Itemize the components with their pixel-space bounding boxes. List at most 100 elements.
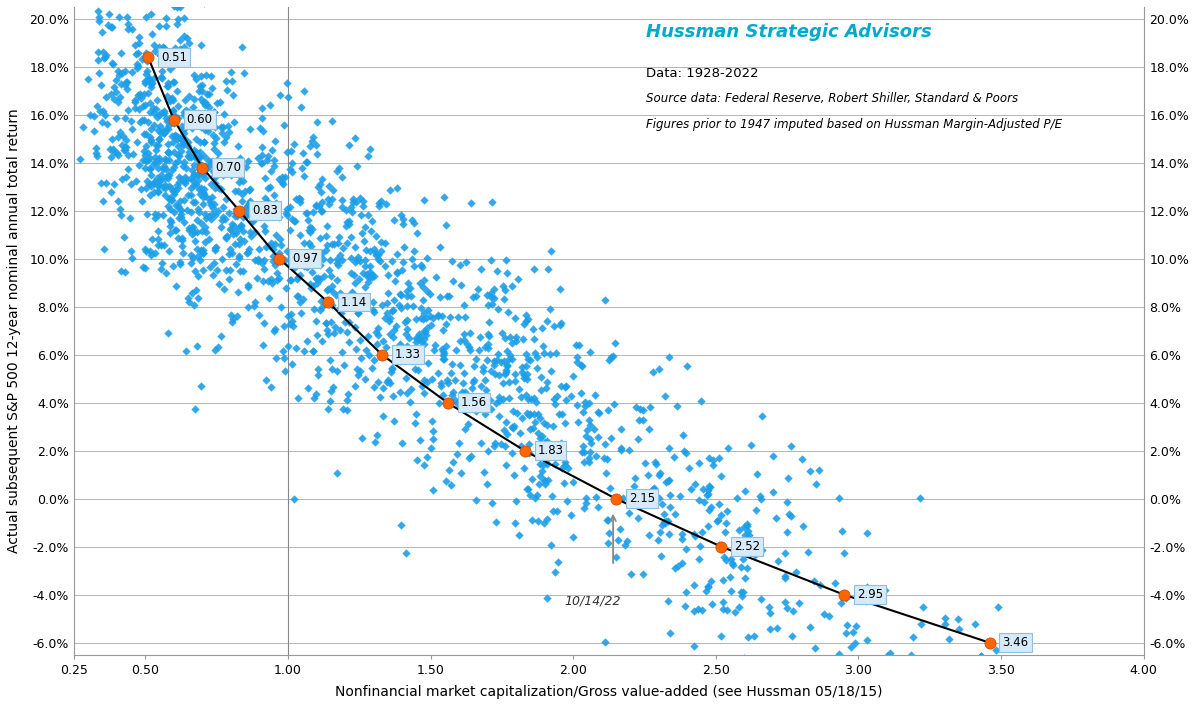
Point (480, 330, 499, 342)
Point (556, 460, 575, 471)
Point (237, 202, 256, 213)
Point (289, 192, 309, 203)
Point (517, 483, 536, 494)
Point (277, 78, 297, 89)
Point (415, 339, 434, 350)
Point (98, 119, 117, 130)
Point (116, 76, 135, 88)
Point (551, 318, 570, 329)
Point (171, 208, 190, 220)
Point (492, 438, 511, 449)
Point (386, 320, 405, 331)
Point (245, 227, 264, 238)
Point (249, 152, 268, 164)
Point (140, 73, 159, 84)
Point (135, 244, 154, 255)
Point (732, 591, 751, 602)
Point (837, 620, 856, 631)
Point (391, 289, 410, 301)
Point (102, 88, 121, 100)
Point (141, 132, 160, 143)
Point (136, 100, 155, 111)
Point (227, 311, 246, 322)
Point (270, 253, 289, 265)
Point (122, 252, 141, 263)
Point (342, 202, 361, 213)
Point (189, 163, 208, 174)
Point (523, 474, 542, 485)
Point (781, 440, 800, 451)
Point (677, 448, 696, 459)
Point (366, 436, 385, 448)
Point (145, 176, 164, 187)
Point (164, 117, 183, 128)
Point (208, 341, 227, 352)
Point (212, 330, 231, 341)
Point (164, 136, 183, 148)
Point (728, 546, 748, 557)
Point (433, 343, 452, 354)
Point (550, 283, 569, 294)
Point (383, 255, 402, 266)
Point (159, 155, 178, 166)
Point (250, 122, 269, 133)
Point (588, 501, 608, 513)
Point (698, 581, 718, 592)
Point (185, 285, 205, 296)
Point (354, 295, 373, 306)
Point (391, 519, 410, 530)
Point (536, 436, 555, 447)
Point (287, 273, 306, 285)
Point (187, 178, 206, 189)
Point (642, 493, 661, 504)
Point (154, 42, 173, 54)
Point (179, 296, 199, 307)
Point (236, 186, 255, 197)
Point (292, 253, 311, 265)
Point (414, 313, 433, 325)
Point (111, 78, 130, 90)
Point (312, 301, 331, 312)
Point (257, 195, 276, 206)
Point (494, 393, 513, 405)
Point (94, 52, 114, 64)
Point (188, 203, 207, 215)
Point (524, 323, 543, 335)
Point (535, 474, 554, 485)
Point (672, 558, 691, 569)
Point (170, 202, 189, 213)
Point (153, 65, 172, 76)
Point (745, 549, 764, 561)
Point (161, 111, 181, 122)
Point (709, 540, 728, 551)
Point (864, 583, 883, 594)
Point (275, 119, 294, 131)
Point (598, 453, 617, 465)
Point (337, 205, 356, 216)
Point (360, 349, 379, 361)
Point (738, 540, 757, 551)
Point (175, 157, 194, 168)
Point (572, 387, 591, 398)
Point (193, 169, 212, 181)
Point (309, 182, 328, 193)
Point (322, 270, 341, 281)
Point (233, 265, 252, 277)
Point (477, 355, 496, 366)
Point (147, 112, 166, 123)
Point (654, 517, 673, 528)
Point (190, 167, 209, 179)
Point (742, 439, 761, 450)
Point (578, 424, 597, 435)
Text: 0.97: 0.97 (292, 252, 318, 265)
Point (751, 493, 770, 505)
Point (207, 97, 226, 109)
Point (182, 206, 201, 217)
Point (800, 621, 819, 633)
Point (700, 482, 719, 493)
Point (264, 250, 283, 261)
Point (245, 297, 264, 308)
Point (194, 244, 213, 256)
Point (276, 208, 295, 219)
Point (759, 602, 779, 613)
